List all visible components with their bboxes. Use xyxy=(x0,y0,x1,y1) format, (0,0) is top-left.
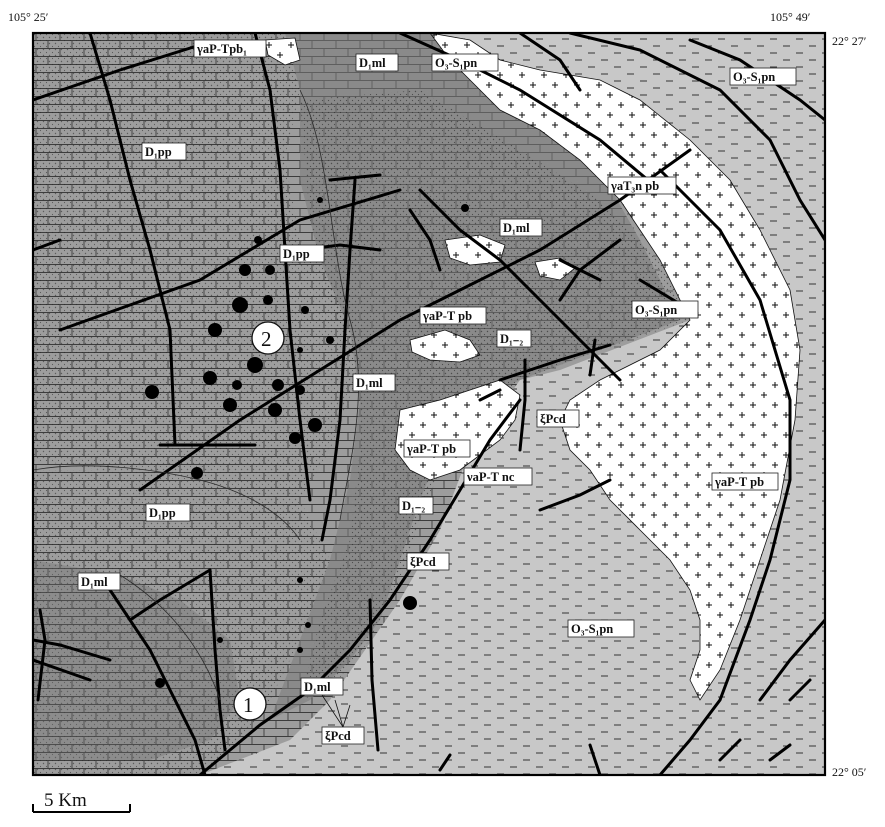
map-body xyxy=(33,33,825,775)
unit-label: D₁₋₂ xyxy=(398,496,434,515)
site-label: 2 xyxy=(261,327,272,351)
unit-label: D₁ml xyxy=(352,373,396,392)
unit-label: γaP-T pb xyxy=(711,472,779,491)
svg-text:D₁ml: D₁ml xyxy=(359,56,386,70)
unit-label: D₁pp xyxy=(279,244,325,263)
svg-text:γaP-T pb: γaP-T pb xyxy=(406,442,456,456)
coord-top-right: 105° 49′ xyxy=(770,10,811,24)
unit-label: D₁₋₂ xyxy=(496,329,532,348)
svg-text:O₃-S₁pn: O₃-S₁pn xyxy=(435,56,477,70)
unit-label: γaT₃n pb xyxy=(607,176,677,195)
svg-text:D₁ml: D₁ml xyxy=(356,376,383,390)
unit-label: ξPcd xyxy=(321,726,365,745)
unit-label: γaP-T pb xyxy=(419,306,487,325)
leader-lines xyxy=(321,694,351,728)
unit-label: ξPcd xyxy=(406,552,450,571)
svg-text:D₁ml: D₁ml xyxy=(503,221,530,235)
unit-label: ξPcd xyxy=(536,409,580,428)
unit-label: O₃-S₁pn xyxy=(567,619,635,638)
svg-text:γaP-T pb: γaP-T pb xyxy=(714,475,764,489)
unit-granite-east xyxy=(429,33,801,701)
site-marker: 1 xyxy=(233,687,267,721)
svg-text:ξPcd: ξPcd xyxy=(410,555,436,569)
scale-bar: 5 Km xyxy=(32,790,131,813)
unit-label: γaP-Tpb₁ xyxy=(193,39,267,58)
unit-labels: γaP-Tpb₁ D₁ml O₃-S₁pn O₃-S₁pn D₁pp γaT₃n… xyxy=(77,39,797,745)
map-frame xyxy=(31,31,827,777)
svg-text:γaT₃n pb: γaT₃n pb xyxy=(610,179,659,193)
svg-text:O₃-S₁pn: O₃-S₁pn xyxy=(635,303,677,317)
unit-label: D₁ml xyxy=(499,218,543,237)
svg-text:D₁ml: D₁ml xyxy=(304,680,331,694)
svg-text:γaP-T pb: γaP-T pb xyxy=(422,309,472,323)
unit-label: D₁ml xyxy=(300,677,344,696)
scale-bar-label: 5 Km xyxy=(44,790,87,811)
svg-text:O₃-S₁pn: O₃-S₁pn xyxy=(571,622,613,636)
unit-label: D₁pp xyxy=(141,142,187,161)
unit-granite-mid xyxy=(409,329,481,363)
svg-text:D₁pp: D₁pp xyxy=(145,145,172,159)
unit-label: O₃-S₁pn xyxy=(631,300,699,319)
svg-text:O₃-S₁pn: O₃-S₁pn xyxy=(733,70,775,84)
coord-right-top: 22° 27′ xyxy=(832,34,867,48)
unit-label: γaP-T pb xyxy=(403,439,471,458)
unit-label: νaP-T nc xyxy=(463,467,533,486)
unit-label: O₃-S₁pn xyxy=(729,67,797,86)
coord-right-bottom: 22° 05′ xyxy=(832,765,867,779)
unit-label: D₁ml xyxy=(77,572,121,591)
unit-label: O₃-S₁pn xyxy=(431,53,499,72)
svg-text:D₁₋₂: D₁₋₂ xyxy=(500,332,523,346)
svg-text:νaP-T nc: νaP-T nc xyxy=(466,470,515,484)
unit-granite-nw xyxy=(264,37,301,66)
svg-text:ξPcd: ξPcd xyxy=(325,729,351,743)
svg-text:D₁pp: D₁pp xyxy=(149,506,176,520)
site-marker: 2 xyxy=(251,321,285,355)
svg-text:D₁pp: D₁pp xyxy=(283,247,310,261)
unit-label: D₁pp xyxy=(145,503,191,522)
unit-label: D₁ml xyxy=(355,53,399,72)
fault-lines xyxy=(33,33,825,775)
contact-lines xyxy=(33,89,359,701)
svg-text:ξPcd: ξPcd xyxy=(540,412,566,426)
unit-d1ml-southwest xyxy=(33,560,240,760)
svg-text:D₁₋₂: D₁₋₂ xyxy=(402,499,425,513)
svg-text:γaP-Tpb₁: γaP-Tpb₁ xyxy=(196,42,247,56)
coord-top-left: 105° 25′ xyxy=(8,10,49,24)
svg-text:D₁ml: D₁ml xyxy=(81,575,108,589)
occurrence-dots xyxy=(145,197,469,688)
site-label: 1 xyxy=(243,693,254,717)
